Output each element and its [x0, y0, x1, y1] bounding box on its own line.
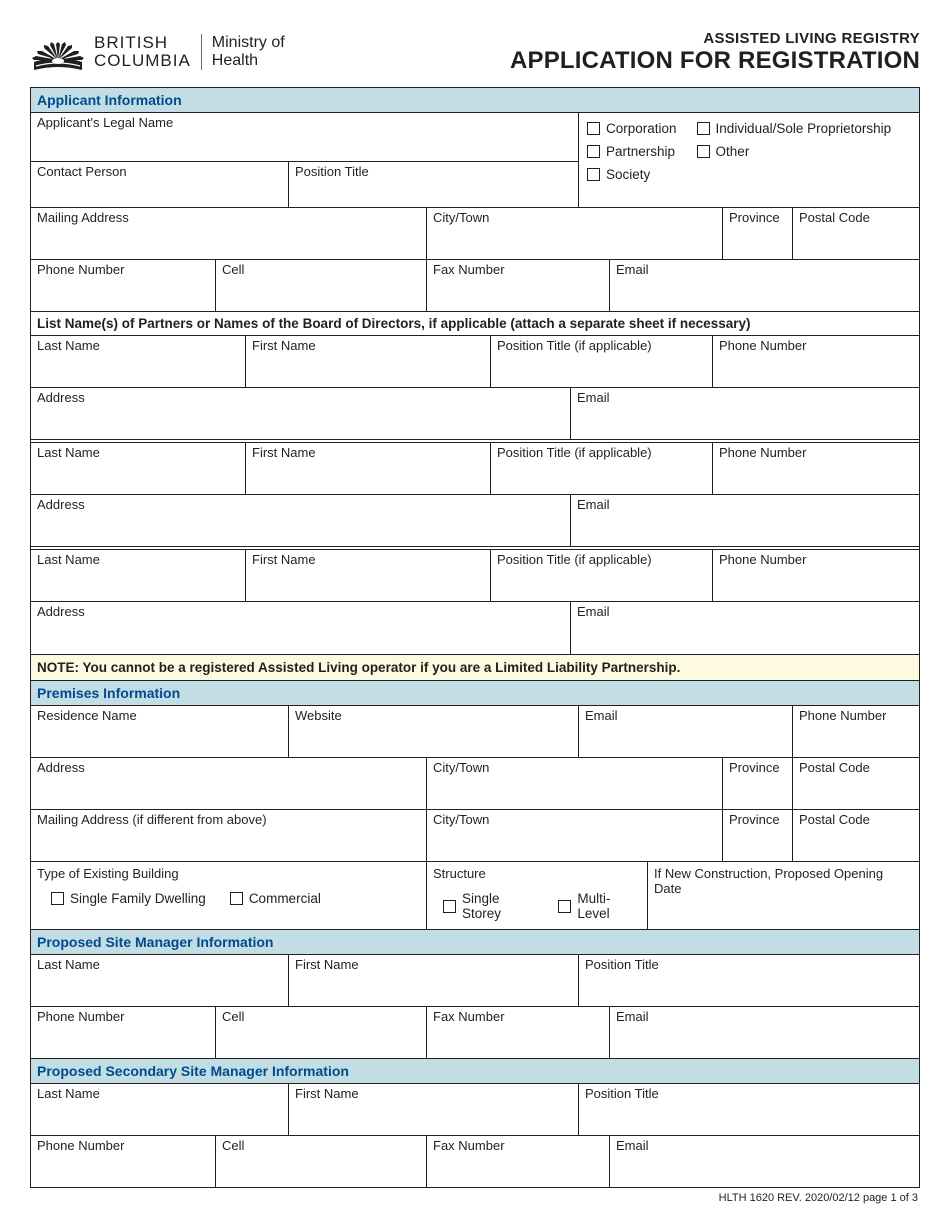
checkbox-other[interactable]: [697, 145, 710, 158]
label-address: Address: [37, 605, 564, 620]
label-position-if: Position Title (if applicable): [497, 339, 706, 354]
checkbox-commercial[interactable]: [230, 892, 243, 905]
label-building-type: Type of Existing Building: [37, 866, 420, 881]
label-postal-code: Postal Code: [799, 761, 913, 776]
section-applicant: Applicant Information: [31, 88, 919, 113]
logo-province-line1: BRITISH: [94, 34, 191, 52]
label-postal-code: Postal Code: [799, 211, 913, 226]
label-fax: Fax Number: [433, 1139, 603, 1154]
label-phone: Phone Number: [719, 339, 913, 354]
checkbox-society[interactable]: [587, 168, 600, 181]
checkbox-individual[interactable]: [697, 122, 710, 135]
label-other: Other: [716, 144, 750, 159]
label-mailing-diff: Mailing Address (if different from above…: [37, 813, 420, 828]
label-address: Address: [37, 498, 564, 513]
label-address: Address: [37, 391, 564, 406]
label-single-storey: Single Storey: [462, 891, 540, 921]
section-site-manager: Proposed Site Manager Information: [31, 930, 919, 955]
label-single-family: Single Family Dwelling: [70, 891, 206, 906]
checkbox-single-family[interactable]: [51, 892, 64, 905]
label-legal-name: Applicant's Legal Name: [37, 116, 572, 131]
label-cell: Cell: [222, 263, 420, 278]
label-email: Email: [616, 1010, 913, 1025]
label-individual: Individual/Sole Proprietorship: [716, 121, 892, 136]
checkbox-multi-level[interactable]: [558, 900, 571, 913]
label-city-town: City/Town: [433, 211, 716, 226]
title-application: APPLICATION FOR REGISTRATION: [510, 47, 920, 75]
label-commercial: Commercial: [249, 891, 321, 906]
label-website: Website: [295, 709, 572, 724]
checkbox-partnership[interactable]: [587, 145, 600, 158]
label-position-if: Position Title (if applicable): [497, 446, 706, 461]
label-city-town: City/Town: [433, 761, 716, 776]
label-opening-date: If New Construction, Proposed Opening Da…: [654, 866, 913, 896]
registration-form: Applicant Information Applicant's Legal …: [30, 87, 920, 1188]
label-first-name: First Name: [252, 553, 484, 568]
label-multi-level: Multi-Level: [577, 891, 641, 921]
label-phone: Phone Number: [37, 263, 209, 278]
label-last-name: Last Name: [37, 446, 239, 461]
label-partnership: Partnership: [606, 144, 675, 159]
label-position-title: Position Title: [295, 165, 572, 180]
label-mailing-address: Mailing Address: [37, 211, 420, 226]
label-contact-person: Contact Person: [37, 165, 282, 180]
label-email: Email: [616, 1139, 913, 1154]
label-residence-name: Residence Name: [37, 709, 282, 724]
label-phone: Phone Number: [719, 446, 913, 461]
label-address: Address: [37, 761, 420, 776]
label-first-name: First Name: [252, 339, 484, 354]
label-society: Society: [606, 167, 650, 182]
label-fax: Fax Number: [433, 1010, 603, 1025]
logo-province-line2: COLUMBIA: [94, 52, 191, 70]
label-structure: Structure: [433, 866, 641, 881]
label-city-town: City/Town: [433, 813, 716, 828]
label-last-name: Last Name: [37, 958, 282, 973]
label-province: Province: [729, 813, 786, 828]
bc-sun-icon: [30, 30, 86, 74]
label-last-name: Last Name: [37, 339, 239, 354]
label-postal-code: Postal Code: [799, 813, 913, 828]
logo-ministry-line2: Health: [212, 52, 285, 70]
label-email: Email: [577, 498, 913, 513]
section-partners-header: List Name(s) of Partners or Names of the…: [31, 312, 919, 336]
entity-type-group: Corporation Partnership Society Individu…: [579, 113, 919, 207]
checkbox-corporation[interactable]: [587, 122, 600, 135]
page-header: BRITISH COLUMBIA Ministry of Health ASSI…: [30, 30, 920, 75]
checkbox-single-storey[interactable]: [443, 900, 456, 913]
label-first-name: First Name: [295, 958, 572, 973]
label-fax: Fax Number: [433, 263, 603, 278]
label-phone: Phone Number: [799, 709, 913, 724]
label-position-title: Position Title: [585, 1087, 913, 1102]
label-first-name: First Name: [295, 1087, 572, 1102]
label-province: Province: [729, 211, 786, 226]
label-first-name: First Name: [252, 446, 484, 461]
logo-ministry-line1: Ministry of: [212, 34, 285, 52]
title-registry: ASSISTED LIVING REGISTRY: [510, 30, 920, 47]
label-email: Email: [585, 709, 786, 724]
label-phone: Phone Number: [719, 553, 913, 568]
note-llp: NOTE: You cannot be a registered Assiste…: [31, 654, 919, 681]
label-email: Email: [616, 263, 913, 278]
label-position-title: Position Title: [585, 958, 913, 973]
label-province: Province: [729, 761, 786, 776]
label-last-name: Last Name: [37, 1087, 282, 1102]
bc-logo-block: BRITISH COLUMBIA Ministry of Health: [30, 30, 285, 74]
label-corporation: Corporation: [606, 121, 677, 136]
section-premises: Premises Information: [31, 681, 919, 706]
label-phone: Phone Number: [37, 1139, 209, 1154]
label-cell: Cell: [222, 1010, 420, 1025]
label-email: Email: [577, 605, 913, 620]
section-secondary-site-manager: Proposed Secondary Site Manager Informat…: [31, 1059, 919, 1084]
label-last-name: Last Name: [37, 553, 239, 568]
label-email: Email: [577, 391, 913, 406]
label-phone: Phone Number: [37, 1010, 209, 1025]
label-cell: Cell: [222, 1139, 420, 1154]
page-footer: HLTH 1620 REV. 2020/02/12 page 1 of 3: [30, 1188, 920, 1204]
label-position-if: Position Title (if applicable): [497, 553, 706, 568]
